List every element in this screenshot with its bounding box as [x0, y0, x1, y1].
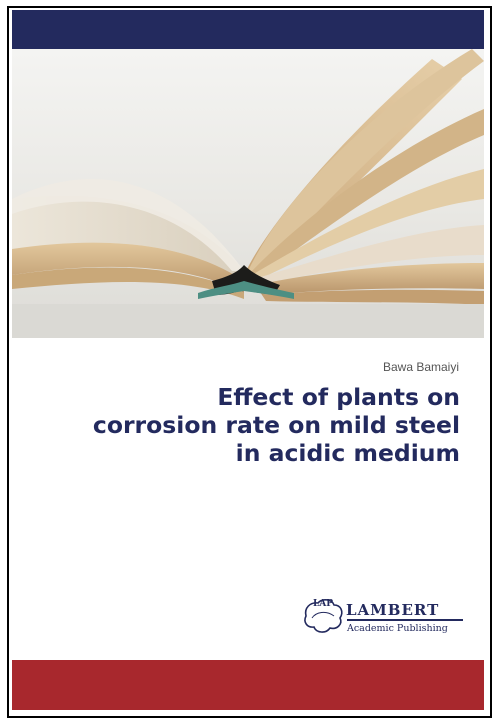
- title-line-2: corrosion rate on mild steel: [92, 411, 460, 439]
- bottom-color-band: [12, 660, 484, 710]
- publisher-emblem-icon: LAP: [304, 599, 343, 633]
- publisher-name: LAMBERT: [346, 601, 440, 619]
- title-line-3: in acidic medium: [235, 439, 460, 467]
- left-page-edges: [12, 242, 244, 293]
- publisher-rule: [347, 619, 463, 621]
- publisher-emblem-text: LAP: [313, 599, 333, 609]
- top-color-band: [12, 10, 484, 49]
- title-line-1: Effect of plants on: [217, 383, 460, 411]
- author-name: Bawa Bamaiyi: [382, 360, 459, 374]
- book-title: Effect of plants on corrosion rate on mi…: [40, 383, 460, 467]
- left-pages: [12, 195, 244, 281]
- publisher-subtitle: Academic Publishing: [347, 623, 448, 634]
- right-page-edges: [256, 263, 484, 295]
- book-cover-edge: [198, 281, 294, 299]
- publisher-logo: LAP LAMBERT Academic Publishing: [300, 592, 470, 642]
- cover-photo-open-book: [12, 49, 484, 338]
